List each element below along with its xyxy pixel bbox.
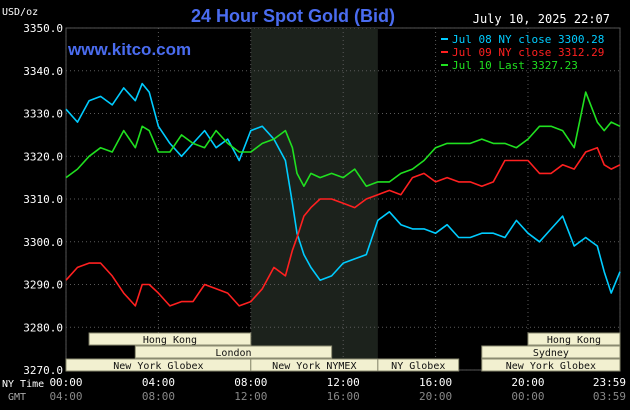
y-tick-label: 3310.0 xyxy=(23,193,63,206)
x-tick-label-gmt: 12:00 xyxy=(234,390,267,403)
x-tick-label-gmt: 20:00 xyxy=(419,390,452,403)
x-tick-label-gmt: 08:00 xyxy=(142,390,175,403)
x-tick-label-ny: 16:00 xyxy=(419,376,452,389)
y-tick-label: 3340.0 xyxy=(23,65,63,78)
legend-entry: Jul 09 NY close 3312.29 xyxy=(452,46,604,59)
y-axis-unit-label: USD/oz xyxy=(2,7,38,18)
series-line-jul-10 xyxy=(65,91,621,187)
x-tick-label-ny: 20:00 xyxy=(511,376,544,389)
x-axis: NY TimeGMT00:0004:0004:0008:0008:0012:00… xyxy=(2,376,626,403)
x-tick-label-gmt: 03:59 xyxy=(593,390,626,403)
session-label: New York Globex xyxy=(506,361,596,372)
y-axis: 3270.0 3280.0 3290.0 3300.0 3310.0 3320.0 3330… xyxy=(23,22,63,377)
session-label: NY Globex xyxy=(391,361,445,372)
x-tick-label-ny: 12:00 xyxy=(327,376,360,389)
y-tick-label: 3320.0 xyxy=(23,150,63,163)
website-link[interactable]: www.kitco.com xyxy=(67,40,191,59)
y-tick-label: 3350.0 xyxy=(23,22,63,35)
session-label: Sydney xyxy=(533,348,569,359)
series-line-jul-09 xyxy=(65,146,621,307)
y-tick-label: 3300.0 xyxy=(23,236,63,249)
x-row-label-ny: NY Time xyxy=(2,379,44,390)
session-bar xyxy=(134,345,333,359)
session-bar xyxy=(527,332,621,346)
session-bar xyxy=(481,345,621,359)
x-tick-label-ny: 23:59 xyxy=(593,376,626,389)
timestamp: July 10, 2025 22:07 xyxy=(473,12,610,26)
legend-entry: Jul 08 NY close 3300.28 xyxy=(452,33,604,46)
chart-title: 24 Hour Spot Gold (Bid) xyxy=(191,6,395,26)
legend-entry: Jul 10 Last 3327.23 xyxy=(452,59,578,72)
x-tick-label-gmt: 00:00 xyxy=(511,390,544,403)
y-tick-label: 3270.0 xyxy=(23,364,63,377)
x-tick-label-gmt: 04:00 xyxy=(49,390,82,403)
session-label: Hong Kong xyxy=(547,335,601,346)
series-line-jul-08 xyxy=(65,82,621,294)
x-tick-label-ny: 04:00 xyxy=(142,376,175,389)
x-tick-label-ny: 00:00 xyxy=(49,376,82,389)
session-bar xyxy=(88,332,252,346)
price-lines xyxy=(65,82,621,307)
x-tick-label-gmt: 16:00 xyxy=(327,390,360,403)
session-label: New York Globex xyxy=(113,361,203,372)
y-tick-label: 3280.0 xyxy=(23,321,63,334)
y-tick-label: 3330.0 xyxy=(23,108,63,121)
x-row-label-gmt: GMT xyxy=(8,392,26,403)
market-sessions: Hong Kong London New York Globex New York N… xyxy=(65,332,621,372)
session-label: London xyxy=(215,348,251,359)
grid-lines xyxy=(65,27,621,371)
y-tick-label: 3290.0 xyxy=(23,279,63,292)
session-bar xyxy=(481,358,621,372)
session-label: New York NYMEX xyxy=(272,361,356,372)
x-tick-label-ny: 08:00 xyxy=(234,376,267,389)
session-bar xyxy=(377,358,460,372)
session-label: Hong Kong xyxy=(143,335,197,346)
